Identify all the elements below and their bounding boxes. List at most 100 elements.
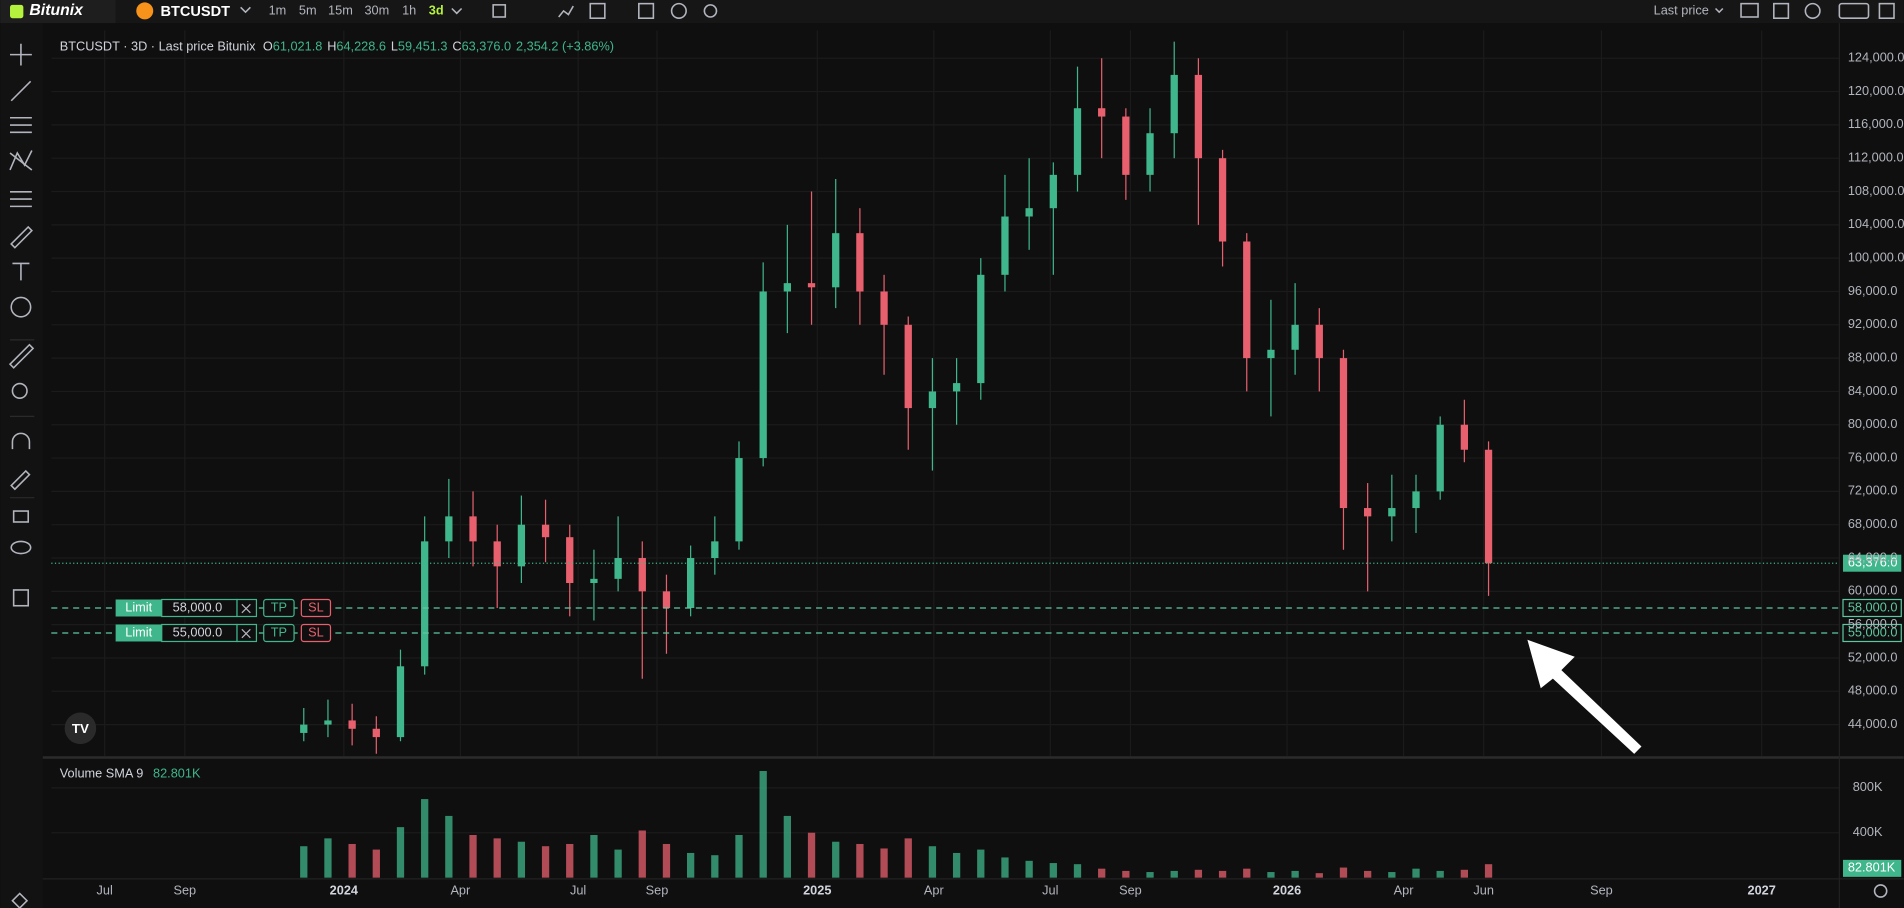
emoji-tool[interactable] bbox=[10, 296, 32, 318]
interval[interactable]: 5m bbox=[299, 2, 317, 17]
candle-body bbox=[1484, 449, 1493, 564]
price-type[interactable]: Last price bbox=[1654, 2, 1709, 17]
candle-body bbox=[1170, 74, 1178, 134]
ohlc-label: H bbox=[327, 39, 336, 54]
candle-body bbox=[1388, 508, 1396, 517]
interval-dropdown[interactable] bbox=[451, 7, 463, 15]
symbol-dropdown[interactable] bbox=[240, 6, 251, 14]
order-axis-badge bbox=[1842, 623, 1902, 643]
tv-logo-glyph: TV bbox=[72, 721, 89, 736]
magnet-tool[interactable] bbox=[11, 432, 31, 450]
tp-box[interactable] bbox=[263, 598, 295, 618]
y-tick-label: 44,000.0 bbox=[1848, 716, 1898, 731]
volume-bar bbox=[735, 834, 743, 878]
trash-tool[interactable] bbox=[12, 589, 30, 607]
fib-tool[interactable] bbox=[10, 116, 32, 134]
cross-tool[interactable] bbox=[10, 43, 32, 66]
candle-body bbox=[1364, 508, 1372, 517]
text-tool[interactable] bbox=[12, 262, 30, 281]
candle-body bbox=[711, 541, 719, 559]
candle-body bbox=[1049, 174, 1057, 209]
chat-icon[interactable] bbox=[1740, 2, 1759, 18]
candle-body bbox=[783, 283, 791, 292]
last-price-badge bbox=[1843, 554, 1902, 572]
candle-body bbox=[807, 283, 816, 288]
candle-body bbox=[614, 558, 622, 579]
y-tick-label: 124,000.0 bbox=[1848, 50, 1904, 65]
order-type-box[interactable] bbox=[115, 599, 162, 617]
btc-icon[interactable] bbox=[136, 2, 154, 20]
volume-bar bbox=[856, 843, 864, 878]
candle-body bbox=[590, 578, 598, 584]
indicator-icon[interactable] bbox=[558, 5, 574, 18]
y-tick-label: 88,000.0 bbox=[1848, 349, 1898, 364]
zoom-tool[interactable] bbox=[11, 382, 28, 399]
symbol[interactable]: BTCUSDT bbox=[161, 4, 231, 20]
candle-body bbox=[1339, 358, 1348, 509]
interval[interactable]: 3d bbox=[429, 2, 444, 17]
volume-bar bbox=[396, 827, 405, 878]
volume-last-badge bbox=[1843, 859, 1902, 877]
candle-body bbox=[1025, 208, 1033, 217]
y-tick-label: 48,000.0 bbox=[1848, 683, 1898, 698]
tp: TP bbox=[271, 624, 287, 639]
tp: TP bbox=[271, 599, 287, 614]
ruler-tool[interactable] bbox=[8, 343, 35, 369]
y-tick-label: 60,000.0 bbox=[1848, 583, 1898, 598]
volume-bar bbox=[1098, 868, 1106, 878]
layout-icon[interactable] bbox=[589, 2, 606, 19]
volume-bar bbox=[1364, 870, 1372, 878]
order-type-box[interactable] bbox=[115, 624, 162, 642]
sl-box[interactable] bbox=[300, 598, 332, 618]
price-type-dropdown[interactable] bbox=[1714, 7, 1724, 14]
volume-bar bbox=[1146, 872, 1154, 878]
chart-type-icon[interactable] bbox=[492, 4, 507, 18]
sl: SL bbox=[308, 599, 324, 614]
settings-icon[interactable] bbox=[703, 4, 718, 18]
order-axis-badge bbox=[1842, 598, 1902, 618]
price-pane bbox=[51, 30, 1840, 757]
interval[interactable]: 15m bbox=[328, 2, 353, 17]
forecast-tool[interactable] bbox=[10, 191, 32, 208]
candle-body bbox=[517, 524, 526, 567]
candle-body bbox=[977, 274, 985, 384]
tv-logo[interactable] bbox=[64, 712, 97, 745]
brush-tool[interactable] bbox=[10, 225, 33, 249]
interval[interactable]: 30m bbox=[364, 2, 389, 17]
candle-body bbox=[832, 233, 840, 288]
lock-draw-tool[interactable] bbox=[10, 469, 31, 491]
candle-body bbox=[856, 233, 864, 292]
candle-body bbox=[638, 558, 646, 592]
candle-body bbox=[1073, 108, 1082, 175]
bottom-icon[interactable] bbox=[11, 892, 29, 908]
fullscreen-icon[interactable] bbox=[1878, 2, 1895, 19]
line-tool[interactable] bbox=[10, 80, 32, 102]
y-tick-label: 72,000.0 bbox=[1848, 483, 1898, 498]
candle-body bbox=[1218, 158, 1227, 242]
alert-icon[interactable] bbox=[670, 2, 687, 19]
interval-group: 1m 5m 15m 30m 1h 3d bbox=[269, 2, 444, 17]
lock-tool[interactable] bbox=[12, 510, 30, 523]
y-tick-label: 108,000.0 bbox=[1848, 183, 1904, 198]
bos-icon[interactable] bbox=[1838, 2, 1870, 19]
snapshot-icon[interactable] bbox=[638, 2, 655, 19]
volume-bar bbox=[1218, 870, 1227, 878]
volume-bar bbox=[1073, 864, 1082, 878]
last-price-label: 63,376.0 bbox=[1848, 555, 1898, 570]
interval[interactable]: 1h bbox=[402, 2, 416, 17]
interval[interactable]: 1m bbox=[269, 2, 287, 17]
x-tick-label: 2025 bbox=[803, 882, 831, 897]
tp-box[interactable] bbox=[263, 623, 295, 643]
axis-settings[interactable] bbox=[1873, 884, 1888, 898]
volume-bar bbox=[541, 846, 550, 878]
one-icon[interactable] bbox=[1773, 2, 1790, 19]
eye-tool[interactable] bbox=[10, 540, 32, 555]
candle-body bbox=[1146, 133, 1154, 175]
pattern-tool[interactable] bbox=[9, 150, 33, 171]
volume-bar bbox=[1315, 873, 1323, 878]
sl-box[interactable] bbox=[300, 623, 332, 643]
cloud-icon[interactable] bbox=[1804, 2, 1821, 19]
candle-body bbox=[904, 324, 912, 409]
